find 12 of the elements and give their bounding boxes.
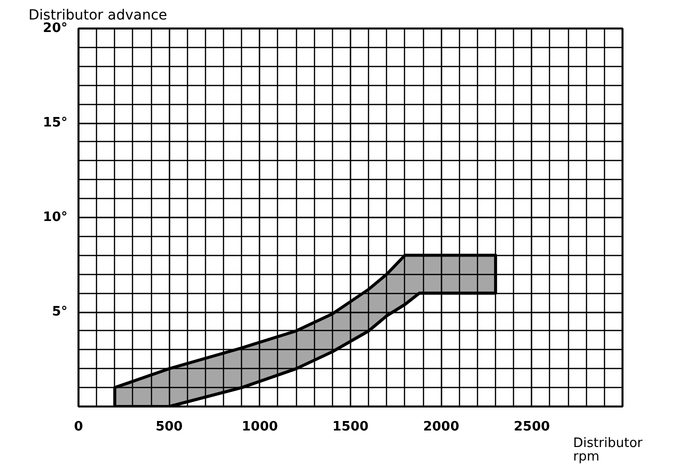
x-tick-label: 2000 (423, 420, 460, 434)
x-axis-title: Distributor rpm (573, 436, 644, 464)
x-tick-label: 2500 (514, 420, 550, 434)
x-tick-label: 1000 (242, 420, 278, 434)
x-tick-label: 500 (156, 420, 183, 434)
x-tick-label: 0 (74, 420, 84, 434)
y-axis-title: Distributor advance (28, 8, 168, 24)
y-tick-label: 10° (42, 210, 68, 225)
x-tick-label: 1500 (332, 420, 369, 434)
y-tick-label: 15° (42, 116, 68, 130)
y-tick-label: 20° (42, 21, 68, 36)
y-tick-label: 5° (52, 304, 68, 320)
